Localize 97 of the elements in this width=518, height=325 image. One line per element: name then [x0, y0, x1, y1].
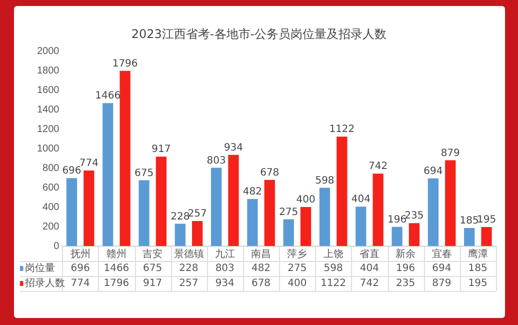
x-tick-label: 吉安 [142, 248, 163, 260]
annotation: 275 [279, 206, 298, 218]
bar [247, 199, 258, 246]
y-tick-label: 800 [42, 162, 60, 174]
annotation: 195 [476, 214, 496, 226]
annotation: 228 [170, 211, 190, 222]
bar [66, 178, 78, 246]
bar [336, 136, 348, 246]
bar [372, 174, 384, 246]
y-tick-label: 1000 [36, 143, 60, 154]
bar [464, 228, 475, 246]
y-tick-label: 2000 [36, 46, 60, 57]
x-tick-label: 九江 [214, 248, 235, 260]
data-label: 742 [358, 277, 380, 291]
bar [120, 70, 130, 246]
bar [174, 224, 186, 246]
legend-label: 招录人数 [24, 277, 66, 290]
bar [481, 226, 492, 246]
x-tick-label: 景德镇 [174, 248, 204, 260]
data-label: 675 [142, 262, 164, 276]
data-label: 678 [250, 277, 272, 291]
data-label: 1796 [102, 277, 130, 291]
data-label: 196 [395, 262, 416, 276]
data-label: 195 [467, 277, 488, 291]
data-label: 934 [214, 277, 236, 291]
data-label: 774 [70, 278, 90, 289]
data-label: 228 [178, 262, 200, 276]
annotation: 598 [315, 175, 334, 186]
y-tick-label: 1400 [36, 104, 60, 116]
annotation: 185 [460, 216, 479, 227]
data-label: 917 [142, 277, 164, 291]
y-tick-label: 1200 [36, 124, 60, 135]
x-tick-label: 新余 [396, 248, 416, 260]
x-tick-label: 鹰潭 [468, 248, 488, 260]
x-tick-label: 赣州 [106, 248, 126, 260]
y-tick-label: 600 [42, 182, 60, 194]
x-tick-label: 省直 [359, 248, 380, 260]
x-tick-label: 萍乡 [287, 248, 308, 260]
data-label: 1122 [320, 277, 348, 291]
bar [84, 170, 94, 246]
bar [356, 206, 366, 246]
annotation: 1796 [112, 58, 138, 70]
bar [102, 103, 114, 246]
annotation: 404 [351, 194, 370, 206]
bar [264, 180, 275, 246]
x-tick-label: 南昌 [251, 248, 272, 260]
bar [408, 223, 420, 246]
annotation: 879 [440, 148, 460, 159]
bar [428, 178, 439, 246]
annotation: 400 [296, 194, 316, 206]
data-label: 803 [214, 262, 236, 276]
data-label: 482 [250, 262, 272, 276]
annotation: 235 [404, 210, 424, 222]
data-label: 235 [395, 277, 416, 291]
annotation: 678 [260, 167, 280, 178]
bar [392, 226, 402, 246]
data-label: 1466 [102, 262, 130, 276]
annotation: 696 [62, 166, 82, 177]
y-tick-label: 200 [42, 221, 60, 232]
y-tick-label: 0 [54, 240, 60, 252]
data-label: 400 [286, 277, 308, 291]
bar [138, 180, 150, 246]
annotation: 917 [152, 144, 171, 156]
x-tick-label: 宜春 [432, 248, 452, 260]
bar [192, 220, 203, 246]
x-tick-label: 抚州 [69, 248, 90, 260]
bar [445, 160, 456, 246]
data-label: 694 [431, 262, 452, 276]
x-tick-label: 上饶 [323, 248, 344, 260]
annotation: 934 [224, 142, 244, 154]
bar [319, 188, 330, 246]
data-label: 879 [431, 277, 452, 291]
annotation: 803 [206, 155, 226, 166]
annotation: 257 [188, 208, 207, 220]
bar [210, 168, 222, 246]
data-label: 185 [467, 262, 488, 276]
data-label: 257 [178, 277, 200, 291]
y-tick-label: 1800 [36, 65, 60, 76]
annotation: 1122 [329, 124, 355, 136]
annotation: 774 [79, 158, 98, 170]
chart-title: 2023江西省考-各地市-公务员岗位量及招录人数 [130, 26, 388, 43]
y-tick-label: 400 [42, 202, 60, 213]
data-label: 404 [358, 262, 380, 276]
data-label: 598 [322, 262, 344, 276]
bar [228, 154, 239, 246]
bar [283, 219, 294, 246]
annotation: 742 [368, 161, 388, 172]
bar [156, 156, 167, 246]
legend-label: 岗位量 [25, 262, 56, 274]
y-tick-label: 1600 [36, 84, 60, 96]
annotation: 675 [134, 168, 154, 179]
data-label: 275 [286, 262, 308, 276]
annotation: 196 [388, 214, 407, 226]
annotation: 694 [424, 166, 443, 177]
bar [300, 207, 312, 246]
annotation: 482 [242, 186, 262, 198]
data-label: 696 [70, 262, 91, 276]
